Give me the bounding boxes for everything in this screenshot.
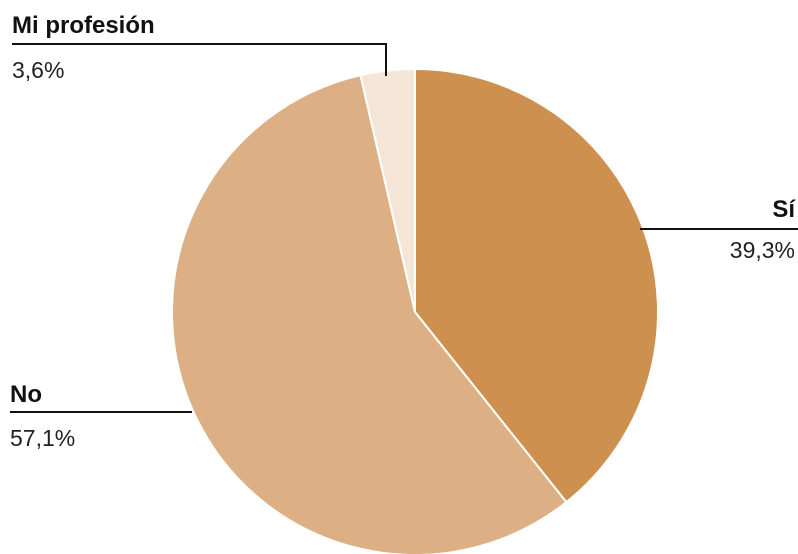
pie-slices [171,67,659,554]
label-no-name: No [10,381,42,408]
pie-slice-no [171,73,568,554]
label-no-value: 57,1% [10,425,75,451]
label-si-value: 39,3% [730,237,795,263]
leader-line-mi-profesion [12,43,387,76]
pie-slice-mi-profesion [359,67,416,313]
label-mi-profesion-name: Mi profesión [12,12,155,39]
label-si-name: Sí [772,196,796,223]
pie-slice-si [414,67,659,504]
label-mi-profesion-value: 3,6% [12,57,64,83]
